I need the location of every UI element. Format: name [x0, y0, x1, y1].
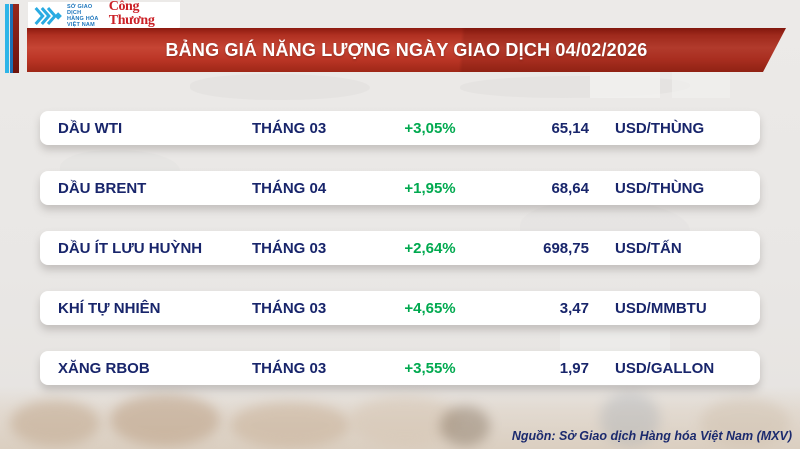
price-unit: USD/GALLON [615, 359, 715, 377]
percent-change: +3,05% [404, 119, 456, 137]
mxv-chevrons-icon [33, 5, 63, 27]
commodity-name: DẦU ÍT LƯU HUỲNH [58, 239, 203, 257]
accent-stripe-cyan [5, 4, 9, 73]
contract-month: THÁNG 03 [252, 359, 327, 377]
price-unit: USD/THÙNG [615, 179, 705, 197]
accent-stripe-maroon [13, 4, 19, 73]
title-banner: BẢNG GIÁ NĂNG LƯỢNG NGÀY GIAO DỊCH 04/02… [27, 28, 786, 72]
commodity-name: KHÍ TỰ NHIÊN [58, 299, 161, 317]
table-row: DẦU WTI THÁNG 03 +3,05% 65,14 USD/THÙNG [40, 111, 760, 145]
commodity-name: DẦU BRENT [58, 179, 147, 197]
contract-month: THÁNG 03 [252, 299, 327, 317]
table-row: XĂNG RBOB THÁNG 03 +3,55% 1,97 USD/GALLO… [40, 351, 760, 385]
logo-plate: SỞ GIAO DỊCH HÀNG HÓA VIỆT NAM Công Thươ… [28, 0, 180, 32]
contract-month: THÁNG 04 [252, 179, 327, 197]
commodity-name: DẦU WTI [58, 119, 123, 137]
source-note: Nguồn: Sở Giao dịch Hàng hóa Việt Nam (M… [511, 429, 792, 443]
contract-month: THÁNG 03 [252, 119, 327, 137]
price-value: 1,97 [559, 359, 589, 377]
page-title: BẢNG GIÁ NĂNG LƯỢNG NGÀY GIAO DỊCH 04/02… [165, 39, 648, 60]
price-value: 65,14 [551, 119, 589, 137]
table-row: KHÍ TỰ NHIÊN THÁNG 03 +4,65% 3,47 USD/MM… [40, 291, 760, 325]
table-row: DẦU ÍT LƯU HUỲNH THÁNG 03 +2,64% 698,75 … [40, 231, 760, 265]
percent-change: +3,55% [404, 359, 456, 377]
background-photo [0, 386, 800, 449]
contract-month: THÁNG 03 [252, 239, 327, 257]
commodity-name: XĂNG RBOB [58, 359, 150, 377]
price-unit: USD/MMBTU [615, 299, 707, 317]
price-value: 698,75 [543, 239, 589, 257]
cong-thuong-logo: Công Thương [108, 0, 175, 32]
table-row: DẦU BRENT THÁNG 04 +1,95% 68,64 USD/THÙN… [40, 171, 760, 205]
price-value: 3,47 [559, 299, 589, 317]
price-unit: USD/THÙNG [615, 119, 705, 137]
price-table: DẦU WTI THÁNG 03 +3,05% 65,14 USD/THÙNG … [40, 111, 760, 411]
price-value: 68,64 [551, 179, 589, 197]
percent-change: +2,64% [404, 239, 456, 257]
accent-stripe-blue [10, 4, 13, 73]
percent-change: +1,95% [404, 179, 456, 197]
mxv-logo-text: SỞ GIAO DỊCH HÀNG HÓA VIỆT NAM [67, 4, 99, 28]
price-unit: USD/TẤN [615, 239, 682, 257]
percent-change: +4,65% [404, 299, 456, 317]
